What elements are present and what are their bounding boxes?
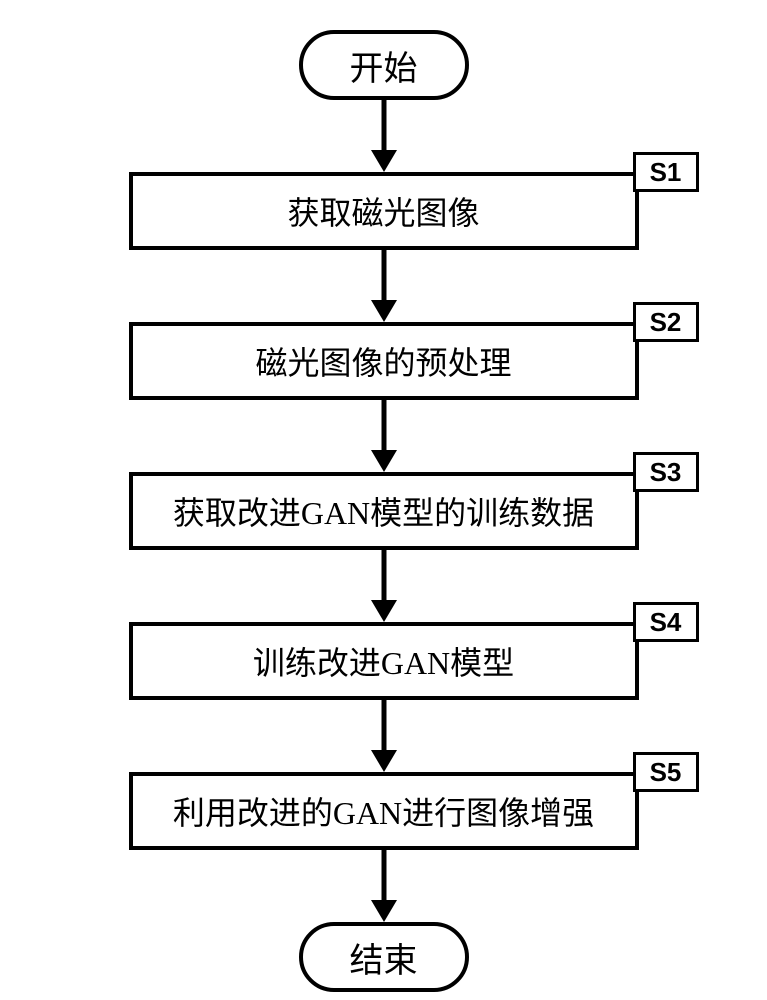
step-tag-label: S4	[650, 607, 682, 638]
arrow	[364, 700, 404, 772]
step-label: 获取改进GAN模型的训练数据	[173, 488, 594, 534]
arrow	[364, 100, 404, 172]
step-tag-s2: S2	[633, 302, 699, 342]
step-label: 利用改进的GAN进行图像增强	[173, 788, 594, 834]
step-tag-label: S5	[650, 757, 682, 788]
step-tag-label: S3	[650, 457, 682, 488]
step-tag-s4: S4	[633, 602, 699, 642]
step-box-s1: 获取磁光图像	[129, 172, 639, 250]
step-tag-s1: S1	[633, 152, 699, 192]
step-tag-s5: S5	[633, 752, 699, 792]
arrow	[364, 550, 404, 622]
step-wrapper-s1: S1 获取磁光图像	[129, 172, 639, 250]
step-wrapper-s4: S4 训练改进GAN模型	[129, 622, 639, 700]
step-box-s2: 磁光图像的预处理	[129, 322, 639, 400]
arrow	[364, 850, 404, 922]
step-box-s5: 利用改进的GAN进行图像增强	[129, 772, 639, 850]
step-label: 磁光图像的预处理	[255, 338, 511, 384]
end-label: 结束	[350, 933, 418, 982]
step-tag-label: S2	[650, 307, 682, 338]
step-box-s3: 获取改进GAN模型的训练数据	[129, 472, 639, 550]
step-label: 获取磁光图像	[287, 188, 479, 234]
flowchart-container: 开始 S1 获取磁光图像 S2 磁光图像的预处理 S3	[0, 0, 767, 1000]
step-tag-label: S1	[650, 157, 682, 188]
start-label: 开始	[350, 41, 418, 90]
arrow	[364, 250, 404, 322]
step-label: 训练改进GAN模型	[253, 638, 514, 684]
step-wrapper-s5: S5 利用改进的GAN进行图像增强	[129, 772, 639, 850]
end-terminal: 结束	[299, 922, 469, 992]
arrow	[364, 400, 404, 472]
step-wrapper-s2: S2 磁光图像的预处理	[129, 322, 639, 400]
step-box-s4: 训练改进GAN模型	[129, 622, 639, 700]
start-terminal: 开始	[299, 30, 469, 100]
step-tag-s3: S3	[633, 452, 699, 492]
step-wrapper-s3: S3 获取改进GAN模型的训练数据	[129, 472, 639, 550]
